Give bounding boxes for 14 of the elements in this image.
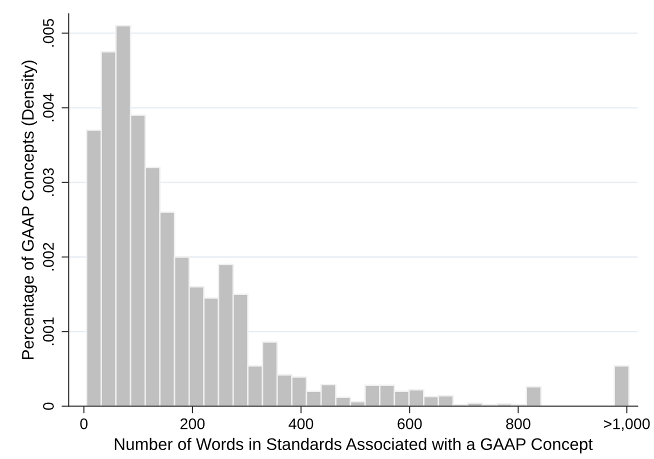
y-axis-title: Percentage of GAAP Concepts (Density) xyxy=(22,60,38,360)
x-axis-title: Number of Words in Standards Associated with a GAAP Concept xyxy=(114,438,593,454)
x-tick-label: 600 xyxy=(398,418,422,430)
x-tick-label: >1,000 xyxy=(604,418,650,432)
x-tick-label: 200 xyxy=(180,418,205,430)
x-tick-label: 800 xyxy=(506,418,530,430)
y-tick-label: 0 xyxy=(43,402,54,410)
x-tick-label: 0 xyxy=(80,418,88,430)
y-tick-label: .002 xyxy=(43,242,54,270)
x-tick-label: 400 xyxy=(288,418,314,430)
y-tick-label: .005 xyxy=(43,18,54,47)
y-tick-label: .001 xyxy=(43,317,54,346)
y-tick-label: .003 xyxy=(43,168,54,196)
y-tick-label: .004 xyxy=(43,93,54,122)
